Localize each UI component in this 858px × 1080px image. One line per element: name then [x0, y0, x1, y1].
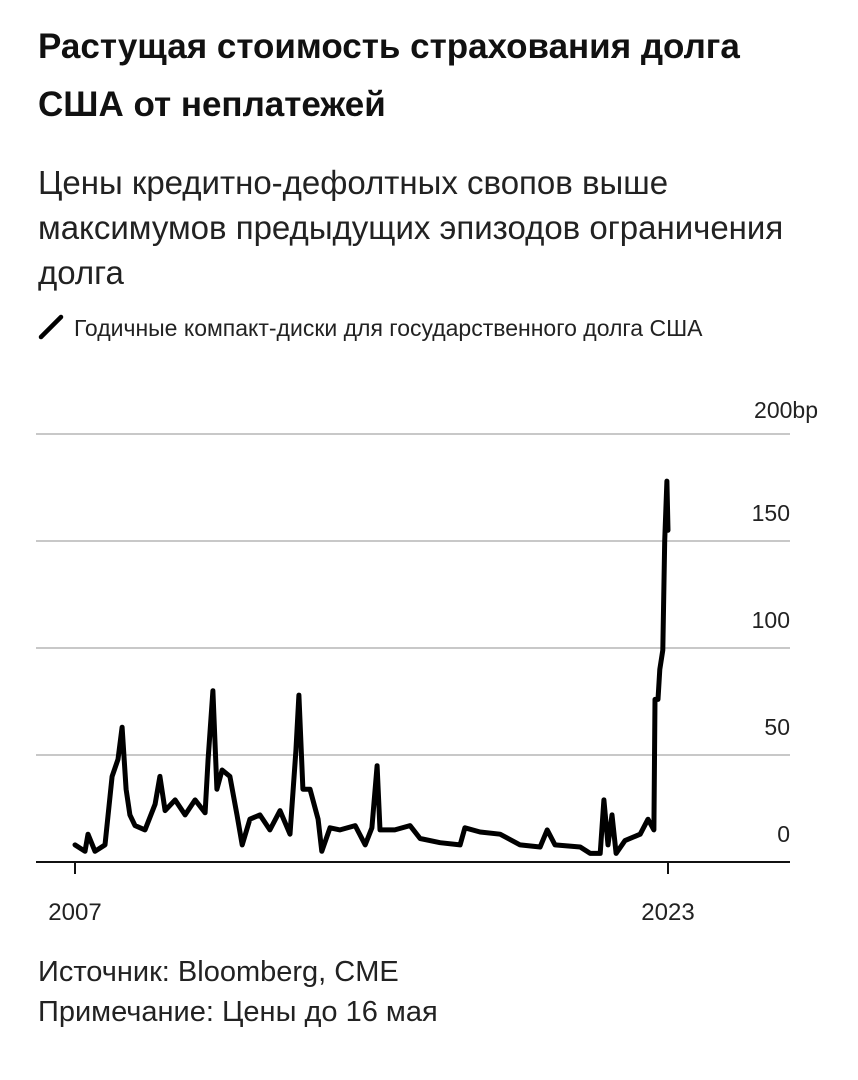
y-tick-label: 0: [777, 821, 790, 847]
y-tick-label: 100: [752, 607, 790, 633]
y-tick-label: 150: [752, 500, 790, 526]
x-tick-label: 2007: [48, 899, 101, 926]
line-legend-icon: [38, 314, 64, 340]
cds-series-line: [72, 478, 671, 856]
legend: Годичные компакт-диски для государственн…: [38, 312, 828, 345]
source-note: Источник: Bloomberg, CME: [38, 956, 399, 988]
x-tick-label: 2023: [641, 899, 694, 926]
footer: Источник: Bloomberg, CME Примечание: Цен…: [38, 952, 438, 1032]
chart-title: Растущая стоимость страхования долга США…: [38, 27, 740, 124]
legend-label: Годичные компакт-диски для государственн…: [74, 315, 703, 341]
price-note: Примечание: Цены до 16 мая: [38, 996, 438, 1028]
y-tick-label: 50: [764, 714, 790, 740]
y-tick-label: 200bp: [754, 397, 818, 423]
chart-subtitle: Цены кредитно-дефолтных свопов выше макс…: [38, 164, 784, 291]
line-chart: 0 50 100 150 200bp 2007 2023: [36, 397, 818, 926]
